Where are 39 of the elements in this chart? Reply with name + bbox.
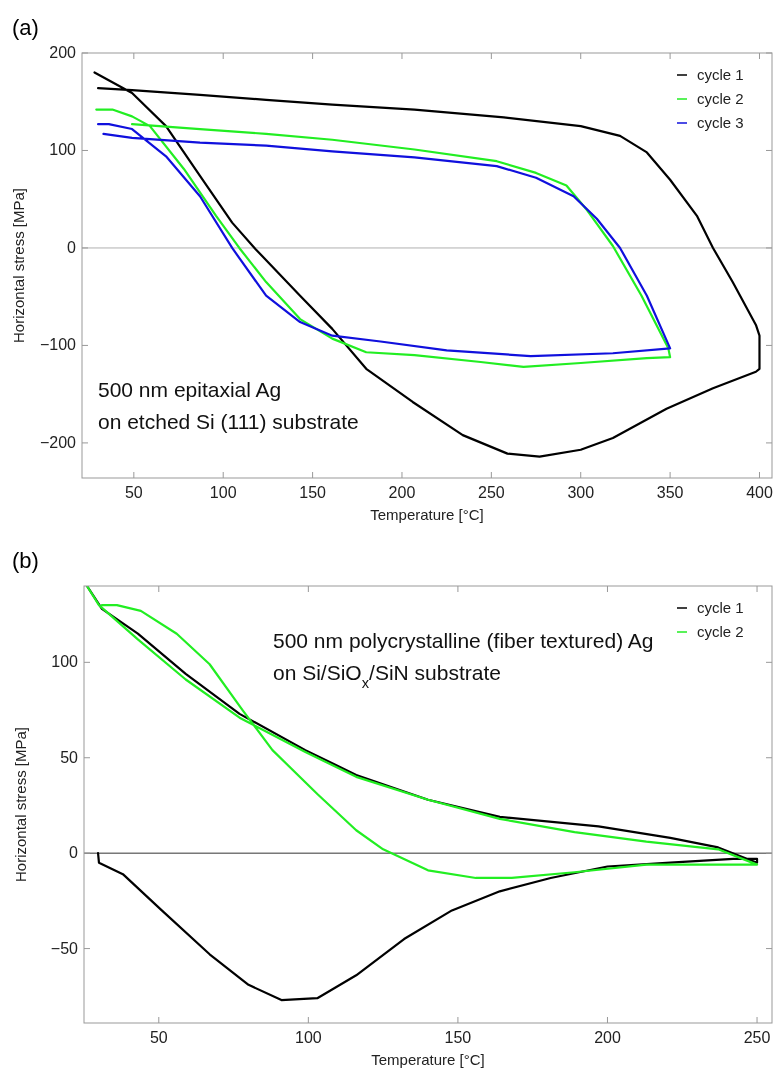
- line-series: [93, 71, 761, 458]
- annotation: 500 nm epitaxial Ag: [98, 378, 282, 401]
- x-tick-label: 250: [478, 484, 505, 501]
- x-tick-label: 50: [124, 484, 143, 501]
- x-tick-label: 200: [594, 1029, 621, 1046]
- y-axis-title: Horizontal stress [MPa]: [12, 726, 29, 883]
- legend-label: cycle 2: [697, 90, 744, 107]
- chart-title: (a): [12, 15, 39, 40]
- annotation: on Si/SiO$_{x}$/SiN substrate: [273, 661, 501, 691]
- y-tick-label: 200: [49, 44, 77, 61]
- y-tick-label: 100: [49, 141, 77, 159]
- x-axis-title: Temperature [°C]: [370, 506, 484, 523]
- x-tick-label: 150: [444, 1029, 472, 1046]
- x-tick-label: 100: [295, 1029, 322, 1046]
- x-tick-label: 350: [656, 484, 684, 501]
- y-axis-title: Horizontal stress [MPa]: [10, 187, 27, 344]
- y-tick-label: −100: [39, 336, 77, 354]
- line-series: [85, 586, 759, 880]
- annotation: 500 nm polycrystalline (fiber textured) Ag: [273, 629, 654, 652]
- y-tick-label: −200: [39, 433, 77, 451]
- legend-label: cycle 3: [697, 114, 744, 131]
- chart-title: (b): [12, 548, 39, 573]
- x-axis-title: Temperature [°C]: [371, 1051, 485, 1068]
- legend-label: cycle 1: [697, 599, 744, 616]
- x-tick-label: 200: [388, 484, 416, 501]
- y-tick-label: 0: [67, 238, 77, 256]
- x-tick-label: 150: [299, 484, 327, 501]
- y-tick-label: 100: [51, 653, 79, 671]
- y-tick-label: −50: [50, 939, 79, 957]
- legend-label: cycle 1: [697, 66, 744, 83]
- x-tick-label: 300: [567, 484, 595, 501]
- x-tick-label: 400: [746, 484, 773, 501]
- annotation: on etched Si (111) substrate: [98, 410, 359, 433]
- x-tick-label: 250: [743, 1029, 771, 1046]
- y-tick-label: 0: [69, 844, 79, 862]
- x-tick-label: 50: [149, 1029, 168, 1046]
- x-tick-label: 100: [209, 484, 237, 501]
- legend-label: cycle 2: [697, 623, 744, 640]
- y-tick-label: 50: [60, 748, 79, 766]
